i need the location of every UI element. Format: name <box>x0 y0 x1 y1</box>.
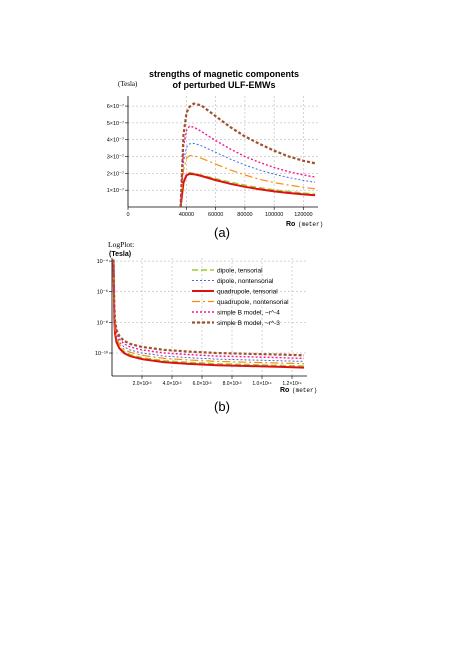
panel-b-series <box>112 259 305 369</box>
panel-b-ylabel: (Tesla) <box>109 251 131 258</box>
panel-a-series-0 <box>179 171 316 208</box>
panel-a-x-tick-label: 100000 <box>265 212 283 218</box>
panel-b-y-tick-label: 10⁻⁴ <box>97 258 109 265</box>
panel-a-series-1 <box>180 142 316 208</box>
panel-b-y-tick-label: 10⁻⁶ <box>97 289 108 296</box>
panel-a-series <box>179 102 316 208</box>
panel-a-y-tick-label: 3×10⁻⁷ <box>107 154 124 161</box>
panel-b-y-tick-label: 10⁻⁸ <box>97 319 108 326</box>
panel-a-title-line1: strengths of magnetic components <box>149 69 299 79</box>
panel-a-series-4 <box>179 125 316 208</box>
panel-a-series-3 <box>180 155 316 208</box>
panel-a-y-tick-label: 5×10⁻⁷ <box>107 120 124 127</box>
panel-a-y-tick-label: 1×10⁻⁷ <box>107 187 124 194</box>
panel-b-y-tick-label: 10⁻¹⁰ <box>95 350 109 357</box>
panel-b-x-tick-label: 1.0×10¹⁴ <box>252 381 271 387</box>
panel-b-series-3 <box>112 259 305 365</box>
panel-a-series-2 <box>179 172 316 208</box>
panel-a-chart: strengths of magnetic components of pert… <box>107 69 324 240</box>
panel-b-chart: LogPlot: (Tesla) 10⁻⁴ 10⁻⁶ 10⁻⁸ 10⁻¹⁰ 2.0×1… <box>95 240 317 414</box>
panel-a-y-tick-label: 4×10⁻⁷ <box>107 137 124 144</box>
panel-b-xlabel-unit: (meter) <box>292 387 317 394</box>
panel-a-x-tick-label: 120000 <box>294 212 312 218</box>
panel-a-y-ticks: 1×10⁻⁷ 2×10⁻⁷ 3×10⁻⁷ 4×10⁻⁷ 5×10⁻⁷ 6×10⁻⁷ <box>107 103 128 194</box>
panel-b-xlabel: Ro <box>280 387 289 394</box>
panel-b-x-ticks: 2.0×10¹³ 4.0×10¹³ 6.0×10¹³ 8.0×10¹³ 1.0×10¹⁴… <box>133 376 302 387</box>
panel-a-x-ticks: 0 40000 60000 80000 100000 120000 <box>126 207 313 218</box>
panel-a-y-tick-label: 2×10⁻⁷ <box>107 170 124 177</box>
panel-a-x-tick-label: 0 <box>126 212 129 218</box>
panel-a-y-tick-label: 6×10⁻⁷ <box>107 103 124 110</box>
panel-b-series-2 <box>112 259 305 369</box>
panel-b-x-tick-label: 6.0×10¹³ <box>193 381 212 387</box>
panel-a-ylabel: (Tesla) <box>118 80 138 88</box>
panel-b-label: (b) <box>214 399 230 414</box>
panel-b-y-ticks: 10⁻⁴ 10⁻⁶ 10⁻⁸ 10⁻¹⁰ <box>95 258 112 357</box>
panel-a-xlabel-unit: (meter) <box>298 221 323 228</box>
legend-label-5: simple B model, ~r^-3 <box>217 320 280 327</box>
panel-b-x-tick-label: 8.0×10¹³ <box>223 381 242 387</box>
panel-b-legend: dipole, tensorial dipole, nontensorial qua… <box>192 268 289 327</box>
panel-a-label: (a) <box>214 225 230 240</box>
panel-b-x-tick-label: 4.0×10¹³ <box>163 381 182 387</box>
panel-b-x-tick-label: 2.0×10¹³ <box>133 381 152 387</box>
panel-a-x-tick-label: 40000 <box>179 212 194 218</box>
legend-label-1: dipole, nontensorial <box>217 278 274 285</box>
panel-a-grid <box>128 96 318 207</box>
legend-label-3: quadrupole, nontensorial <box>217 299 289 306</box>
panel-a-series-5 <box>179 102 316 208</box>
panel-a-x-tick-label: 80000 <box>237 212 252 218</box>
legend-label-2: quadrupole, tensorial <box>217 289 278 296</box>
panel-a-x-tick-label: 60000 <box>208 212 223 218</box>
panel-b-title: LogPlot: <box>108 240 134 249</box>
panel-a-xlabel: Ro <box>286 221 295 228</box>
legend-label-4: simple B model, ~r^-4 <box>217 310 280 317</box>
legend-label-0: dipole, tensorial <box>217 268 263 275</box>
panel-b-x-tick-label: 1.2×10¹⁴ <box>282 381 301 387</box>
panel-b-series-5 <box>112 259 305 357</box>
panel-a-title-line2: of perturbed ULF-EMWs <box>173 80 276 90</box>
